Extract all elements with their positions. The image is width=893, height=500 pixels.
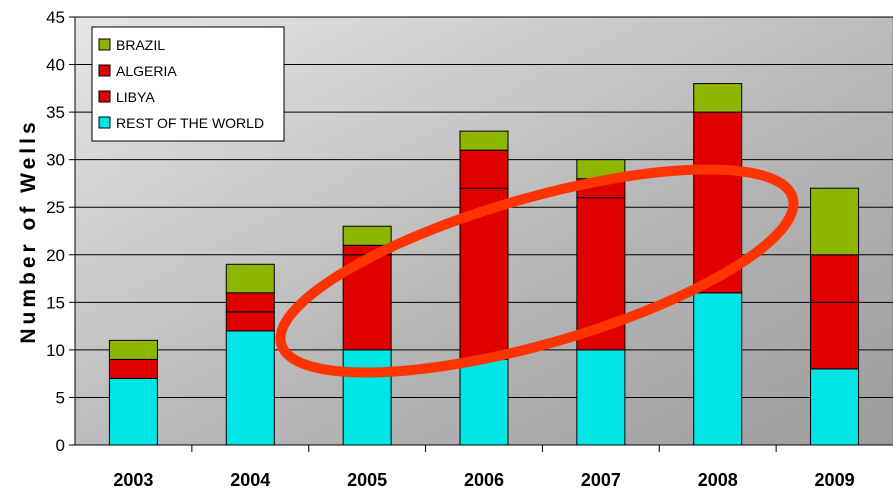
x-tick-label: 2007 <box>581 470 621 490</box>
y-tick-label: 25 <box>46 198 65 217</box>
y-tick-label: 5 <box>56 388 65 407</box>
legend-box <box>91 26 285 142</box>
bar-segment-brazil-2009 <box>810 187 860 256</box>
legend-swatch-libya <box>98 90 111 103</box>
x-tick-label: 2006 <box>464 470 504 490</box>
y-tick-label: 35 <box>46 103 65 122</box>
bar-segment-algeria-2006 <box>459 149 509 189</box>
x-tick-label: 2005 <box>347 470 387 490</box>
y-tick-label: 15 <box>46 293 65 312</box>
bar-segment-algeria-2003 <box>108 358 158 379</box>
x-tick-label: 2004 <box>230 470 270 490</box>
y-tick-label: 40 <box>46 56 65 75</box>
bar-segment-rest-of-the-world-2009 <box>810 368 860 446</box>
legend-label: REST OF THE WORLD <box>116 115 264 131</box>
bar-segment-brazil-2006 <box>459 130 509 151</box>
y-tick-label: 10 <box>46 341 65 360</box>
bar-segment-brazil-2008 <box>693 83 743 113</box>
legend-label: BRAZIL <box>116 37 165 53</box>
y-tick-label: 30 <box>46 151 65 170</box>
legend-label: ALGERIA <box>116 63 177 79</box>
bar-segment-rest-of-the-world-2006 <box>459 358 509 446</box>
x-tick-label: 2009 <box>815 470 855 490</box>
bar-segment-libya-2004 <box>225 311 275 332</box>
y-tick-label: 20 <box>46 246 65 265</box>
legend-label: LIBYA <box>116 89 155 105</box>
y-tick-label: 45 <box>46 8 65 27</box>
bar-segment-libya-2009 <box>810 301 860 370</box>
x-tick-label: 2008 <box>698 470 738 490</box>
x-tick-label: 2003 <box>113 470 153 490</box>
bar-segment-rest-of-the-world-2004 <box>225 330 275 446</box>
y-axis-label: Number of Wells <box>17 118 40 343</box>
bar-segment-algeria-2009 <box>810 254 860 303</box>
bar-segment-rest-of-the-world-2008 <box>693 292 743 446</box>
bar-segment-rest-of-the-world-2007 <box>576 349 626 446</box>
bar-segment-rest-of-the-world-2005 <box>342 349 392 446</box>
legend-swatch-algeria <box>98 64 111 77</box>
legend-swatch-rest-of-the-world <box>98 116 111 129</box>
highlight-ellipse <box>275 164 799 378</box>
bar-segment-brazil-2005 <box>342 225 392 246</box>
bar-segment-rest-of-the-world-2003 <box>108 377 158 446</box>
bar-segment-brazil-2004 <box>225 263 275 294</box>
bar-segment-algeria-2004 <box>225 292 275 313</box>
bar-segment-brazil-2003 <box>108 339 158 360</box>
legend-swatch-brazil <box>98 38 111 51</box>
y-tick-label: 0 <box>56 436 65 455</box>
